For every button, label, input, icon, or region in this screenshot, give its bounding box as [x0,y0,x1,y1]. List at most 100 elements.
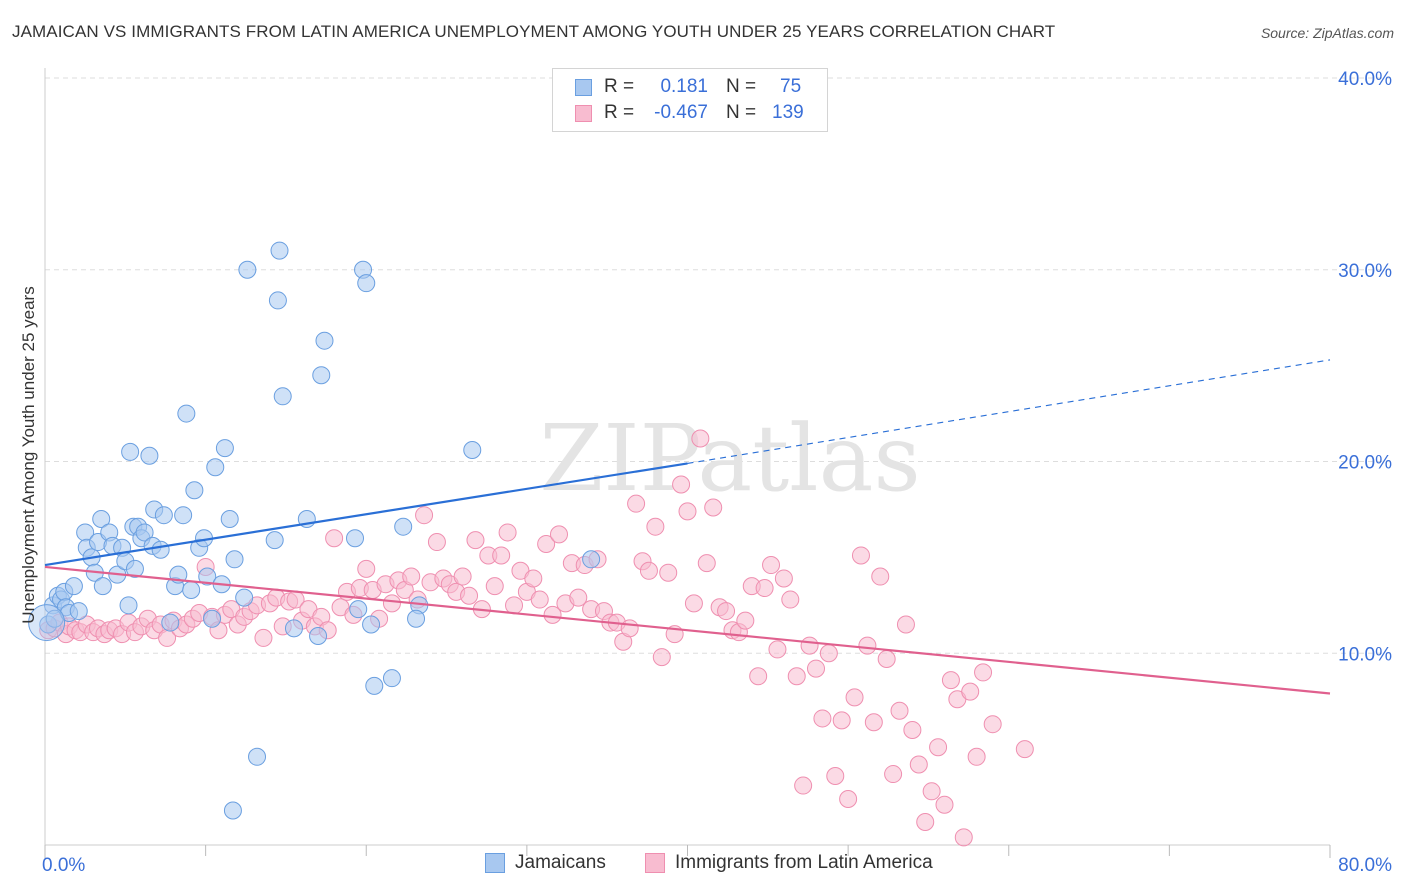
latin-point [652,648,671,667]
latin-point [569,588,588,607]
jamaican-point [69,602,88,621]
y-tick-label: 30.0% [1338,261,1392,282]
latin-point [967,747,986,766]
latin-point [983,715,1002,734]
jamaican-point [203,609,222,628]
axes [44,68,1331,858]
jamaicans-points [28,241,601,820]
jamaican-point [225,550,244,569]
latin-point [402,567,421,586]
latin-point [1015,740,1034,759]
jamaican-point [407,609,426,628]
jamaican-point [206,458,225,477]
jamaican-point [312,366,331,385]
latin-point [755,579,774,598]
legend-label-jamaicans: Jamaicans [515,852,606,873]
latin-point [807,659,825,678]
legend-row-jamaicans: R = 0.181 N = 75 [575,76,801,98]
latin-point [620,619,639,638]
jamaican-point [315,331,334,350]
latin-point [749,667,768,686]
latin-point [961,682,980,701]
jamaican-point [268,291,287,310]
jamaican-cluster-point [28,604,66,642]
y-tick-label: 40.0% [1338,69,1392,90]
y-tick-label: 10.0% [1338,644,1392,665]
latin-point [832,711,851,730]
jamaican-point [93,577,112,596]
jamaican-point [198,567,217,586]
latin-point [678,502,697,521]
jamaican-point [174,506,193,525]
latin-point [530,590,549,609]
x-tick-label: 80.0% [1338,855,1392,876]
jamaican-point [382,669,401,688]
latin-point [839,789,858,808]
latin-point [415,506,434,525]
jamaican-point [92,510,111,529]
grid-lines [45,77,1392,654]
latin-point [762,556,781,575]
latin-point [357,559,376,578]
jamaican-point [265,531,284,550]
jamaican-point [349,600,368,619]
latin-point [935,795,954,814]
latin-point [672,475,691,494]
x-tick-label: 0.0% [42,855,85,876]
latin-point [543,605,562,624]
latin-point [427,533,446,552]
latin-point [896,615,915,634]
latin-point [524,569,543,588]
latin-point [909,755,928,774]
latin-point [916,812,935,831]
jamaican-point [161,613,180,632]
tick-labels: 10.0% 20.0% 30.0% 40.0% 0.0% 80.0% [42,69,1392,876]
jamaican-point [582,550,601,569]
jamaicans-trend-extension [687,359,1331,465]
latin-point [485,577,504,596]
trend-lines [44,359,1331,695]
jamaicans-trend-line [44,462,688,567]
r-value: 0.181 [660,76,708,97]
latin-point [871,567,890,586]
jamaican-point [365,676,384,695]
latin-point [768,640,787,659]
jamaican-point [220,510,239,529]
r-label: R = [604,76,635,97]
n-label: N = [726,76,757,97]
r-label: R = [604,102,635,123]
r-value: -0.467 [654,102,708,123]
legend-swatch-jamaicans [485,853,505,873]
latin-point [890,701,909,720]
jamaican-point [182,580,201,599]
latin-point [974,663,993,682]
jamaican-point [177,404,196,423]
bottom-legend-jamaicans: Jamaicans [485,852,606,874]
latin-point [325,529,344,548]
n-value: 139 [772,102,804,123]
latin-point [794,776,813,795]
latin-point [537,534,556,553]
latin-point [819,644,838,663]
source-label: Source: ZipAtlas.com [1260,25,1394,41]
latin-point [627,494,646,513]
latin-point [550,525,568,544]
jamaican-point [248,747,267,766]
latin-point [774,569,793,588]
latin-point [453,567,472,586]
jamaican-point [394,517,413,536]
latin-point [864,713,883,732]
latin-point [845,688,864,707]
n-label: N = [726,102,757,123]
latin-point [941,671,960,690]
latin-point [254,628,273,647]
chart-title: JAMAICAN VS IMMIGRANTS FROM LATIN AMERIC… [12,22,1056,41]
jamaican-point [223,801,242,820]
jamaican-point [135,523,154,542]
latin-point [813,709,832,728]
latin-point [903,720,922,739]
latin-point [659,563,678,582]
jamaican-point [309,626,328,645]
latin-point [858,636,877,655]
